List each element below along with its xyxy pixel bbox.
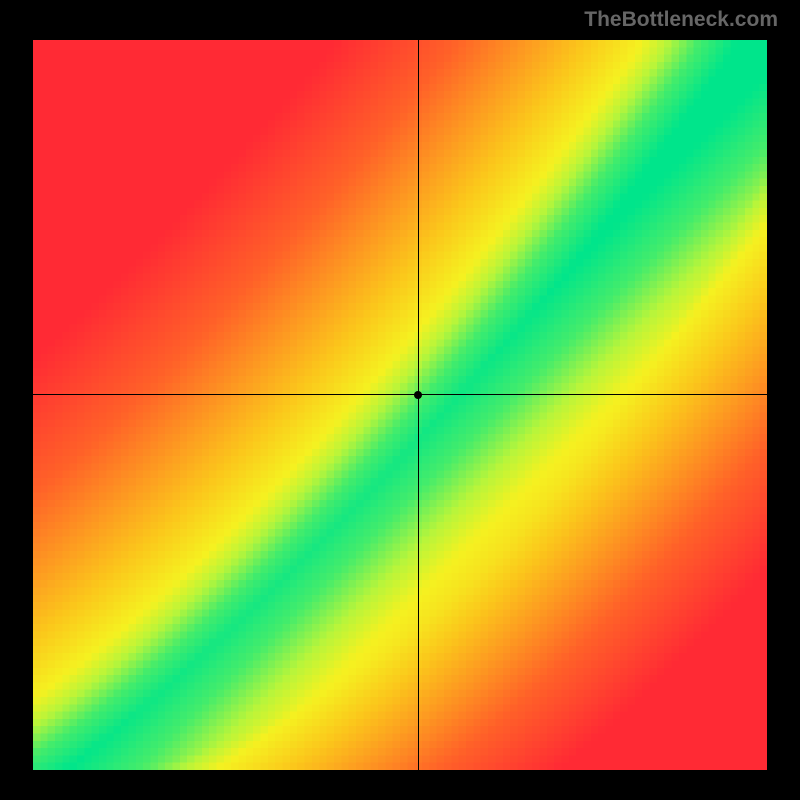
- heatmap-canvas: [33, 40, 767, 770]
- plot-frame: [33, 40, 767, 770]
- watermark-text: TheBottleneck.com: [584, 8, 778, 32]
- crosshair-vertical: [418, 40, 419, 770]
- crosshair-horizontal: [33, 394, 767, 395]
